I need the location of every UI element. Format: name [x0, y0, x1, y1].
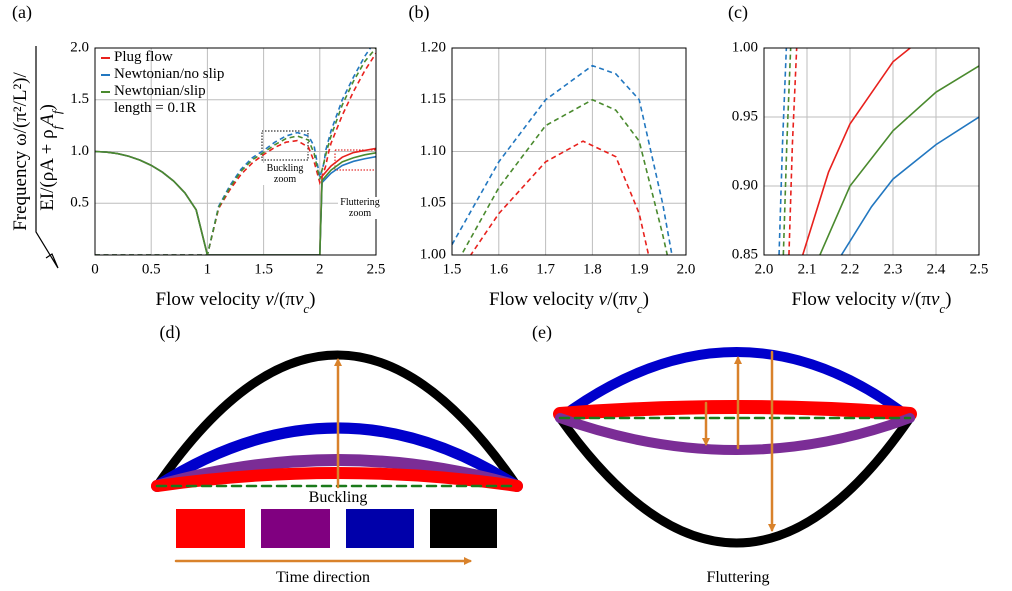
- panel-label: (c): [728, 2, 748, 23]
- plot: 2.0 2.1 2.2 2.3 2.4 2.5 0.85 0.90 0.95 1.00 (c) Flo…: [728, 2, 988, 316]
- legend-entry: Newtonian/slip length = 0.1R: [101, 83, 237, 117]
- x-tick-label: 1.6: [489, 261, 508, 277]
- label-part: ): [945, 289, 951, 310]
- y-axis-label: EI/(ρA + ρfAf): [37, 104, 64, 211]
- label-part: Flow velocity: [489, 289, 599, 310]
- x-tick-label: 2.0: [677, 261, 696, 277]
- panel-label: (b): [409, 2, 430, 23]
- y-tick-label: 2.0: [70, 39, 89, 55]
- label-part: ): [643, 289, 649, 310]
- panel-label: (a): [12, 2, 32, 23]
- legend-entry: Newtonian/no slip: [101, 66, 237, 83]
- y-tick-label: 1.0: [70, 143, 89, 159]
- label-part: /(π: [910, 289, 932, 310]
- solid-line: [95, 148, 376, 255]
- x-axis-label: Flow velocity v/(πvc): [156, 289, 316, 316]
- solid-line: [816, 66, 979, 276]
- panel-label: (d): [160, 322, 181, 343]
- x-tick-label: 1.5: [254, 261, 273, 277]
- label-part: Flow velocity: [792, 289, 902, 310]
- y-tick-label: 1.15: [420, 91, 446, 107]
- annotation: Buckling zoom: [262, 163, 308, 185]
- plot-frame: [764, 48, 979, 255]
- swatch-purple: [261, 509, 330, 548]
- shape-purple: [560, 418, 910, 450]
- y-tick-label: 1.00: [732, 39, 758, 55]
- legend-entry: Plug flow: [101, 49, 237, 66]
- dashed-line: [783, 48, 790, 255]
- figure: (d) Buckling Time direction (e) Flutteri…: [0, 0, 1012, 591]
- legend-label: Newtonian/no slip: [114, 66, 224, 83]
- y-tick-label: 1.10: [420, 143, 446, 159]
- y-tick-label: 0.85: [732, 246, 758, 262]
- x-tick-label: 1.7: [536, 261, 555, 277]
- dashed-line: [452, 100, 667, 266]
- legend-swatch: [101, 91, 110, 93]
- buckling-diagram: [157, 355, 517, 561]
- label-part: /(π: [274, 289, 296, 310]
- series-group: [779, 41, 979, 296]
- swatch-black: [430, 509, 497, 548]
- x-tick-label: 1.9: [630, 261, 649, 277]
- y-tick-label: 1.00: [420, 246, 446, 262]
- x-tick-label: 1.5: [443, 261, 462, 277]
- caption: Buckling: [309, 489, 368, 506]
- x-tick-label: 2.0: [755, 261, 774, 277]
- solid-line: [837, 117, 979, 276]
- label-part: Flow velocity: [156, 289, 266, 310]
- legend-swatch: [101, 57, 110, 59]
- dashed-line: [779, 48, 786, 255]
- x-tick-label: 2.2: [841, 261, 860, 277]
- solid-line: [798, 41, 918, 296]
- y-tick-label: 0.90: [732, 177, 758, 193]
- plot: 1.5 1.6 1.7 1.8 1.9 2.0 1.00 1.05 1.10 1.15 1.20 (b…: [409, 2, 696, 316]
- x-tick-label: 0.5: [142, 261, 161, 277]
- x-tick-label: 1.8: [583, 261, 602, 277]
- x-tick-label: 2.4: [927, 261, 946, 277]
- legend-swatch: [101, 74, 110, 76]
- shape-red: [560, 407, 910, 414]
- y-tick-label: 1.05: [420, 195, 446, 211]
- y-tick-label: 0.95: [732, 108, 758, 124]
- y-tick-label: 0.5: [70, 195, 89, 211]
- x-axis-label: Flow velocity v/(πvc): [792, 289, 952, 316]
- label-part: ): [37, 104, 58, 110]
- swatch-red: [176, 509, 245, 548]
- dashed-line: [789, 48, 797, 255]
- label-part: ): [309, 289, 315, 310]
- caption: Time direction: [276, 569, 370, 586]
- legend-label: Plug flow: [114, 49, 173, 66]
- x-tick-label: 2.3: [884, 261, 903, 277]
- annotation: Fluttering zoom: [338, 197, 382, 219]
- y-axis-label: Frequency ω/(π²/L²)/: [10, 72, 31, 231]
- label-part: /(π: [607, 289, 629, 310]
- label-part: EI/(ρA + ρ: [37, 129, 58, 210]
- buckling-zoom-box: [262, 131, 308, 160]
- fluttering-diagram: [560, 352, 910, 543]
- legend-label: Newtonian/slip length = 0.1R: [114, 83, 237, 117]
- x-axis-label: Flow velocity v/(πvc): [489, 289, 649, 316]
- x-tick-label: 2.5: [970, 261, 989, 277]
- x-tick-label: 0: [91, 261, 99, 277]
- x-tick-label: 2: [316, 261, 324, 277]
- x-tick-label: 2.5: [367, 261, 386, 277]
- label-part: Frequency ω/(π²/L²)/: [10, 72, 31, 231]
- x-tick-label: 2.1: [798, 261, 817, 277]
- swatch-blue: [346, 509, 414, 548]
- caption: Fluttering: [706, 569, 769, 586]
- label-part: A: [37, 114, 58, 128]
- panel-label: (e): [532, 322, 552, 343]
- x-tick-label: 1: [204, 261, 212, 277]
- y-tick-label: 1.20: [420, 39, 446, 55]
- y-tick-label: 1.5: [70, 91, 89, 107]
